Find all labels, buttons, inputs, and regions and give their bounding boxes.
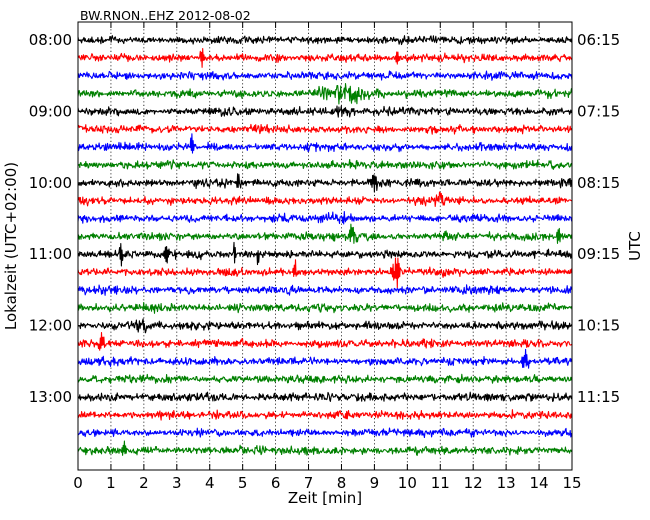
trace-22	[77, 427, 573, 439]
chart-title: BW.RNON..EHZ 2012-08-02	[80, 8, 251, 23]
trace-7	[77, 158, 573, 170]
x-tick-label-13: 13	[497, 474, 516, 492]
x-tick-label-1: 1	[106, 474, 116, 492]
trace-9	[77, 191, 573, 207]
axis-ticks: 0 1 2 3 4 5 6 7 8 9 10 11 12 13 14 1508:0009:0010:0011:…	[29, 22, 620, 492]
x-tick-label-10: 10	[398, 474, 417, 492]
y-tick-label-left-09:00: 09:00	[29, 102, 72, 120]
seismogram-traces	[77, 35, 573, 456]
trace-0	[77, 35, 573, 46]
trace-4	[77, 105, 573, 118]
trace-2	[77, 70, 573, 81]
trace-5	[77, 123, 573, 135]
y-tick-label-right-10:15: 10:15	[577, 317, 620, 335]
y-tick-label-left-12:00: 12:00	[29, 317, 72, 335]
y-tick-label-right-08:15: 08:15	[577, 174, 620, 192]
trace-12	[77, 241, 573, 267]
x-tick-label-4: 4	[205, 474, 215, 492]
x-tick-label-5: 5	[238, 474, 248, 492]
trace-17	[77, 332, 573, 351]
trace-8	[77, 173, 573, 193]
x-tick-label-15: 15	[562, 474, 581, 492]
trace-16	[77, 318, 573, 334]
x-tick-label-7: 7	[304, 474, 314, 492]
x-tick-label-3: 3	[172, 474, 182, 492]
trace-10	[77, 210, 573, 225]
y-tick-label-right-06:15: 06:15	[577, 31, 620, 49]
y-tick-label-left-13:00: 13:00	[29, 388, 72, 406]
y-tick-label-left-08:00: 08:00	[29, 31, 72, 49]
trace-20	[77, 391, 573, 402]
plot-frame	[77, 21, 573, 471]
trace-6	[77, 133, 573, 154]
trace-18	[77, 348, 573, 369]
y-tick-label-right-09:15: 09:15	[577, 245, 620, 263]
trace-23	[77, 440, 573, 456]
x-tick-label-14: 14	[530, 474, 549, 492]
x-tick-label-0: 0	[73, 474, 83, 492]
trace-1	[78, 47, 573, 68]
trace-13	[77, 257, 573, 289]
trace-11	[77, 223, 573, 244]
y-tick-label-left-11:00: 11:00	[29, 245, 72, 263]
x-axis-label: Zeit [min]	[288, 489, 362, 507]
y-axis-label-right: UTC	[626, 231, 644, 261]
x-tick-label-9: 9	[370, 474, 380, 492]
trace-19	[77, 373, 573, 384]
x-tick-label-11: 11	[431, 474, 450, 492]
minute-grid	[110, 22, 540, 470]
trace-15	[77, 302, 573, 314]
y-tick-label-right-07:15: 07:15	[577, 102, 620, 120]
x-tick-label-6: 6	[271, 474, 281, 492]
x-tick-label-12: 12	[464, 474, 483, 492]
y-axis-label-left: Lokalzeit (UTC+02:00)	[2, 162, 20, 330]
x-tick-label-8: 8	[337, 474, 347, 492]
y-tick-label-left-10:00: 10:00	[29, 174, 72, 192]
x-tick-label-2: 2	[139, 474, 149, 492]
trace-3	[77, 83, 573, 105]
y-tick-label-right-11:15: 11:15	[577, 388, 620, 406]
trace-14	[77, 284, 572, 296]
trace-21	[77, 409, 573, 421]
